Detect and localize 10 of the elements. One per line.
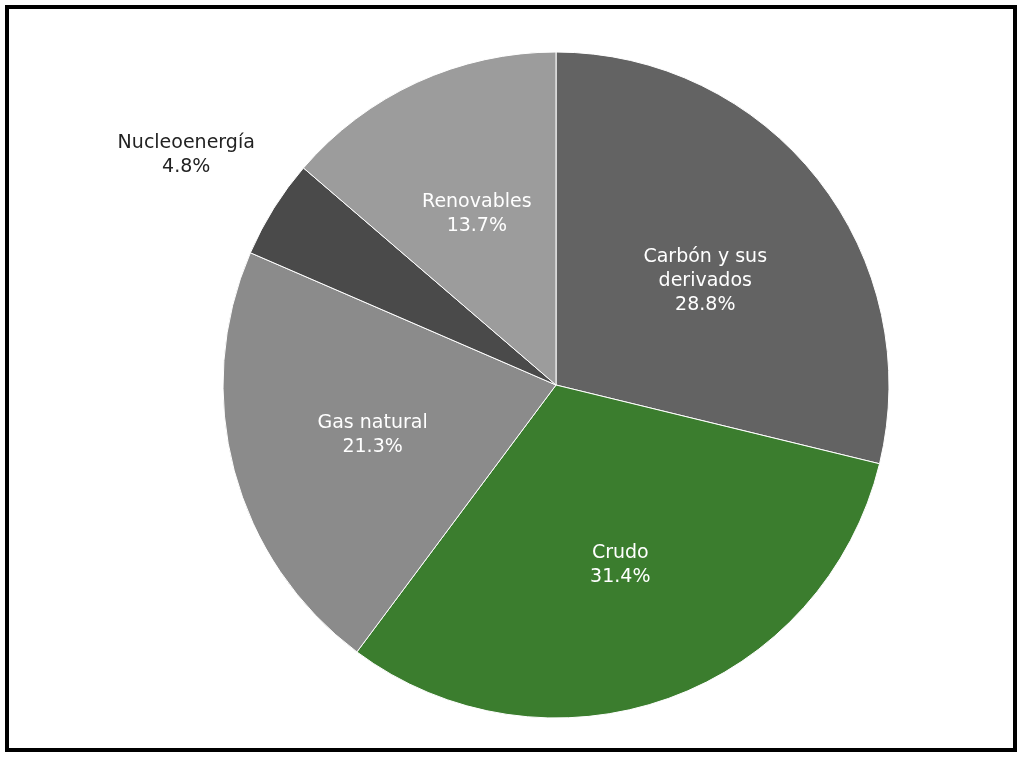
- slice-label: Crudo: [591, 539, 649, 562]
- slice-label: Renovables: [422, 188, 532, 211]
- slice-label: Carbón y sus derivados: [643, 243, 768, 290]
- data-label: 31.4%: [590, 563, 651, 586]
- data-label: 4.8%: [162, 153, 211, 176]
- data-label: 13.7%: [446, 212, 507, 235]
- data-label: 21.3%: [342, 433, 403, 456]
- slice-label: Nucleoenergía: [117, 129, 255, 152]
- data-label: 28.8%: [675, 291, 736, 314]
- slice-label: Gas natural: [317, 409, 428, 432]
